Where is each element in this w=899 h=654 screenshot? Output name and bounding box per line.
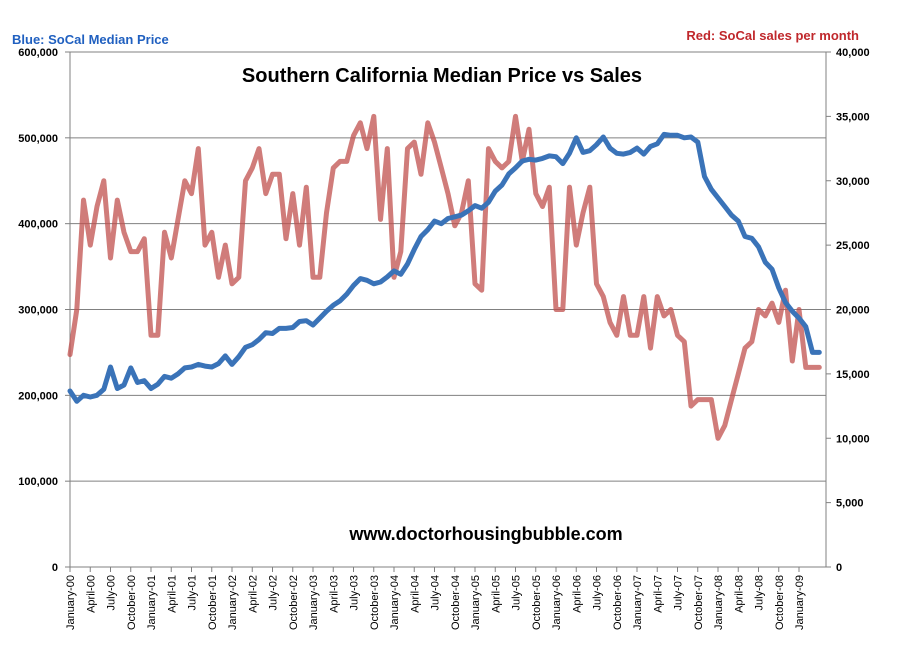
x-tick-label: July-06 — [592, 575, 604, 610]
x-tick-label: October-06 — [612, 575, 624, 630]
x-tick-label: October-02 — [288, 575, 300, 630]
x-tick-label: January-05 — [470, 575, 482, 630]
right-tick-label: 15,000 — [836, 369, 870, 381]
x-tick-label: July-04 — [430, 575, 442, 610]
x-tick-label: April-06 — [571, 575, 583, 613]
x-tick-label: October-03 — [369, 575, 381, 630]
x-tick-label: July-08 — [754, 575, 766, 610]
x-tick-label: April-00 — [85, 575, 97, 613]
x-tick-label: January-07 — [632, 575, 644, 630]
x-tick-label: July-02 — [268, 575, 280, 610]
right-tick-label: 10,000 — [836, 433, 870, 445]
left-tick-label: 600,000 — [18, 47, 58, 59]
x-tick-label: October-08 — [774, 575, 786, 630]
right-tick-label: 20,000 — [836, 305, 870, 317]
x-tick-label: April-04 — [409, 575, 421, 613]
left-y-axis: 0 100,000 200,000 300,000 400,000 500,000 600,… — [18, 47, 70, 574]
x-tick-label: January-06 — [551, 575, 563, 630]
x-tick-label: April-03 — [328, 575, 340, 613]
left-tick-label: 300,000 — [18, 305, 58, 317]
x-tick-label: January-02 — [227, 575, 239, 630]
x-tick-label: July-00 — [106, 575, 118, 610]
x-tick-label: April-05 — [490, 575, 502, 613]
x-tick-label: January-04 — [389, 575, 401, 630]
x-tick-label: April-02 — [247, 575, 259, 613]
right-axis-legend: Red: SoCal sales per month — [686, 28, 859, 43]
left-tick-label: 0 — [52, 562, 58, 574]
right-tick-label: 5,000 — [836, 498, 864, 510]
left-tick-label: 200,000 — [18, 390, 58, 402]
x-tick-label: July-05 — [511, 575, 523, 610]
x-tick-label: October-01 — [207, 575, 219, 630]
x-tick-label: April-01 — [166, 575, 178, 613]
x-tick-label: October-00 — [126, 575, 138, 630]
x-tick-label: July-07 — [673, 575, 685, 610]
left-tick-label: 400,000 — [18, 219, 58, 231]
series-group — [67, 113, 822, 441]
chart-title: Southern California Median Price vs Sale… — [242, 65, 642, 87]
x-tick-label: July-01 — [187, 575, 199, 610]
grid-lines — [69, 51, 827, 568]
x-axis: January-00 April-00 July-00 October-00 Janua… — [65, 567, 806, 630]
x-tick-label: October-04 — [450, 575, 462, 630]
x-tick-label: October-07 — [693, 575, 705, 630]
x-tick-label: January-00 — [65, 575, 77, 630]
x-tick-label: April-08 — [733, 575, 745, 613]
right-y-axis: 0 5,000 10,000 15,000 20,000 25,000 30,000 35,0… — [826, 47, 870, 574]
left-axis-legend: Blue: SoCal Median Price — [12, 32, 169, 47]
right-tick-label: 30,000 — [836, 176, 870, 188]
x-tick-label: April-07 — [652, 575, 664, 613]
left-tick-label: 100,000 — [18, 476, 58, 488]
x-tick-label: January-09 — [794, 575, 806, 630]
watermark-annotation: www.doctorhousingbubble.com — [348, 524, 622, 544]
right-tick-label: 25,000 — [836, 240, 870, 252]
sales-per-month-line — [67, 113, 822, 441]
x-tick-label: July-03 — [349, 575, 361, 610]
right-tick-label: 0 — [836, 562, 842, 574]
x-tick-label: October-05 — [531, 575, 543, 630]
x-tick-label: January-01 — [146, 575, 158, 630]
median-price-line — [67, 131, 822, 404]
x-tick-label: January-08 — [713, 575, 725, 630]
left-tick-label: 500,000 — [18, 133, 58, 145]
right-tick-label: 35,000 — [836, 111, 870, 123]
x-tick-label: January-03 — [308, 575, 320, 630]
right-tick-label: 40,000 — [836, 47, 870, 59]
